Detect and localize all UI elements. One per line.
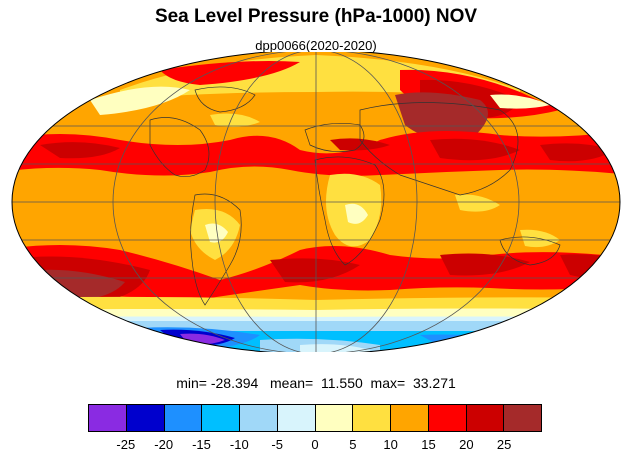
colorbar-swatch [126,405,165,431]
colorbar-tick-label: 0 [311,437,319,452]
pressure-map [11,52,621,352]
colorbar-tick-label: -5 [271,437,283,452]
max-value: 33.271 [412,375,456,391]
chart-subtitle: dpp0066(2020-2020) [255,38,377,53]
mean-label: mean= [270,375,314,391]
stats-line: min= -28.394 mean= 11.550 max= 33.271 [0,375,632,391]
colorbar-tick-label: 15 [421,437,436,452]
graticule [12,52,620,352]
colorbar-swatch [202,405,240,431]
colorbar-tick-label: -25 [116,437,136,452]
colorbar-swatch [164,405,203,431]
colorbar-swatch [466,405,505,431]
colorbar-tick-label: -20 [154,437,174,452]
colorbar-swatch [89,405,127,431]
mean-value: 11.550 [320,375,363,391]
colorbar-tick-label: -10 [229,437,249,452]
min-value: -28.394 [210,375,259,391]
colorbar-tick-label: -15 [192,437,211,452]
colorbar-tick-label: 10 [383,437,398,452]
min-label: min= [176,375,207,391]
map-border [11,52,621,352]
colorbar-swatch [315,405,354,431]
colorbar-tick-label: 25 [496,437,512,452]
chart-title: Sea Level Pressure (hPa-1000) NOV [154,6,478,27]
colorbar-swatch [504,405,541,431]
colorbar [88,404,542,432]
coastlines [149,86,561,306]
colorbar-swatch [277,405,316,431]
max-label: max= [370,375,406,391]
colorbar-labels: -25 -20 -15 -10 -5 0 5 10 15 20 25 [88,437,542,453]
colorbar-tick-label: 20 [459,437,474,452]
colorbar-swatch [240,405,278,431]
colorbar-tick-label: 5 [349,437,357,452]
colorbar-swatch [391,405,429,431]
colorbar-swatch [353,405,391,431]
colorbar-swatch [428,405,467,431]
